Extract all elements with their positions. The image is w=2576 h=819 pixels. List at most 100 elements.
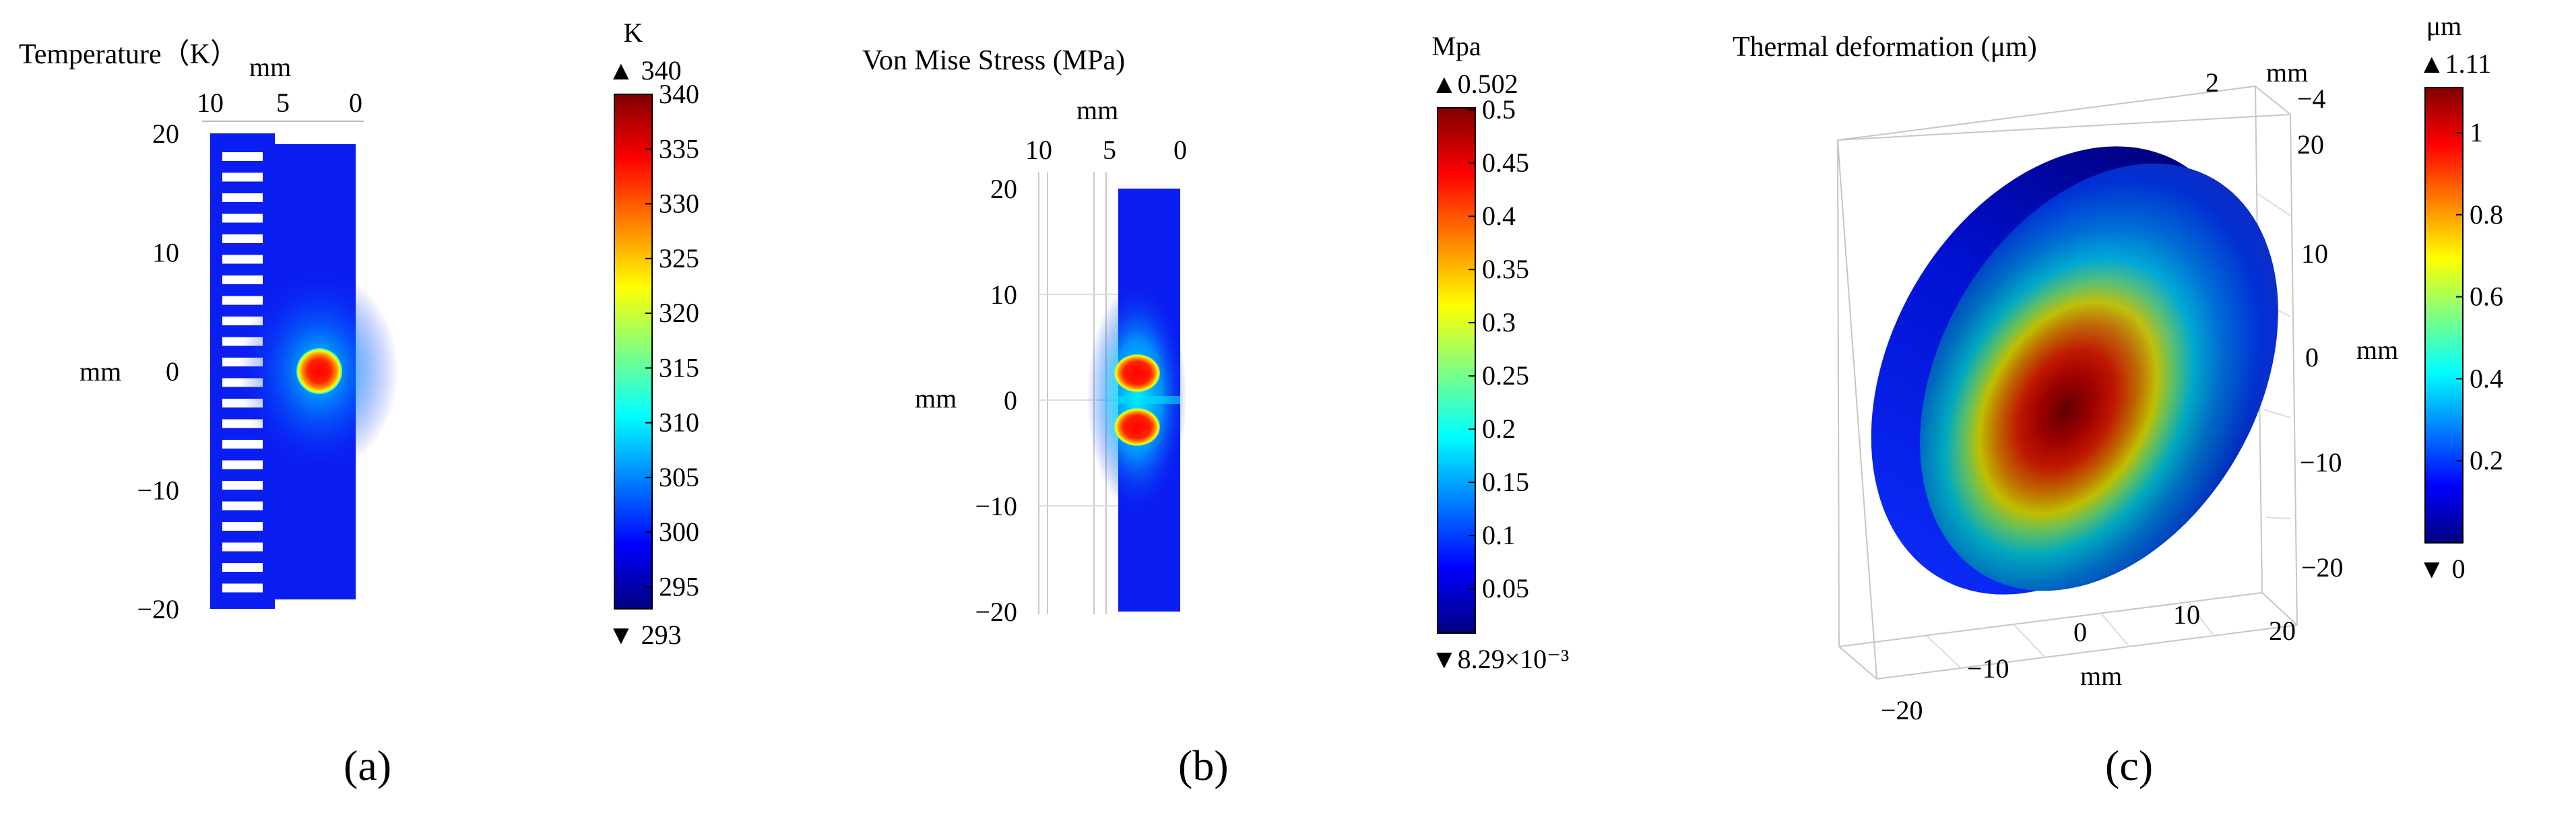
cooling-slot [222,152,263,161]
colorbar-tick-label: 300 [659,517,699,547]
chart-title: Temperature（K） [19,39,238,70]
colorbar-unit: K [624,18,643,48]
colorbar-tick-label: 1 [2470,117,2483,148]
y-tick-label: 20 [2297,129,2324,160]
colorbar-tick-label: 320 [659,298,699,328]
grid-line [2101,614,2130,647]
cooling-slot [222,481,263,490]
chart-title: Thermal deformation (μm) [1733,32,2037,63]
cooling-slot [222,172,263,182]
y-tick-label: 0 [166,356,179,387]
cooling-slot [222,275,263,284]
cooling-slot [222,460,263,469]
y-tick-label: −10 [975,491,1017,521]
colorbar-tick-label: 0.2 [2470,445,2503,476]
box-edge [1837,86,2256,141]
x-tick-label: −10 [1967,653,2009,684]
box-edge [1837,139,1840,647]
x-axis-label: mm [249,52,292,82]
disk-shading [1920,163,2278,591]
cooling-slot [222,563,263,572]
temperature-plot: 10 5 0 20 10 0 −10 −20 340 335 330 325 320 315 310 305 3… [137,18,699,650]
colorbar-min-label: ▼ 0 [2418,554,2466,584]
grid-line [2014,624,2046,658]
panel-temperature: Temperature（K） mm mm 10 5 0 20 10 0 −10 −20 340 3… [0,0,858,819]
stress-lobe-lower [1114,408,1160,446]
y-tick-label: 20 [990,174,1017,204]
cooling-slot [222,501,263,511]
cooling-slot [222,193,263,202]
y-tick-label: 20 [152,119,179,149]
colorbar-tick-label: 0.6 [2470,282,2503,312]
colorbar-max-label: ▲ 340 [608,55,682,86]
x-tick-label: 5 [276,88,290,118]
x-axis-label: mm [1076,95,1119,125]
colorbar-tick-label: 0.2 [1482,414,1516,444]
colorbar-min-label: ▼ 293 [608,620,682,650]
y-tick-label: −20 [137,594,179,624]
box-edge [2261,592,2298,626]
colorbar-unit: Mpa [1431,31,1481,61]
box-edge [1838,592,2263,647]
colorbar-tick-label: 0.3 [1482,307,1516,337]
grid-line [2265,517,2291,519]
cooling-slot [222,440,263,449]
cooling-slot [222,296,263,305]
colorbar-tick-label: 310 [659,407,699,438]
box-edge [1837,139,1877,680]
z-axis-label: mm [2266,57,2309,88]
grid-line [2257,193,2291,216]
box-edge [1838,646,1877,680]
colorbar-tick-label: 0.4 [1482,201,1516,231]
y-tick-label: 0 [2305,342,2319,372]
colorbar-tick-label: 0.15 [1482,467,1529,497]
x-tick-label: 5 [1103,135,1116,165]
x-tick-label: 20 [2269,616,2296,646]
y-tick-label: 0 [1004,385,1017,416]
colorbar-tick-label: 325 [659,243,699,273]
colorbar-tick-label: 0.8 [2470,199,2503,230]
x-tick-label: 0 [2073,617,2087,647]
panel-stress: Von Mise Stress (MPa) mm mm 10 5 0 20 10 0 −10… [858,0,1716,819]
stress-plot: 10 5 0 20 10 0 −10 −20 0.5 0.45 0.4 0.35 0.3 0.25 0.2 0… [975,31,1569,674]
stress-lobe-upper [1114,354,1160,392]
z-tick-label: 2 [2205,67,2219,98]
box-edge [1876,624,2298,680]
hotspot [296,348,342,394]
colorbar-gradient [614,94,653,610]
y-tick-label: −10 [137,476,179,506]
y-axis-label: mm [915,383,957,414]
colorbar-gradient [1437,107,1476,634]
colorbar-tick-label: 0.45 [1482,148,1529,178]
subfigure-label: (b) [1178,742,1229,789]
colorbar-tick-label: 0.5 [1482,94,1516,125]
colorbar-tick-label: 340 [659,79,699,109]
colorbar-tick-label: 335 [659,133,699,164]
y-tick-label: −20 [2301,552,2344,583]
x-tick-label: 10 [2173,599,2200,630]
cooling-slot [222,255,263,264]
colorbar-tick-label: 315 [659,352,699,383]
colorbar-tick-label: 0.05 [1482,573,1529,603]
y-tick-label: 10 [2301,238,2328,269]
colorbar-tick-label: 0.25 [1482,360,1529,391]
chart-title: Von Mise Stress (MPa) [862,45,1126,76]
colorbar-gradient [2424,87,2464,544]
cooling-slot [222,583,263,593]
y-axis-label: mm [79,356,122,387]
y-tick-label: 10 [152,238,179,268]
y-tick-label: −10 [2300,447,2342,478]
box-edge [1837,114,2291,141]
panel-deformation: Thermal deformation (μm) mm mm mm 2 −4 20 1… [1716,0,2575,819]
cooling-slot [222,542,263,552]
grid-line [1926,635,1962,669]
stress-band [1118,396,1180,404]
colorbar-tick-label: 0.4 [2470,363,2503,393]
y-tick-label: −20 [975,597,1017,627]
colorbar-tick-label: 0.1 [1482,520,1516,550]
colorbar-tick-label: 305 [659,462,699,492]
colorbar-tick-label: 330 [659,189,699,219]
colorbar-min-label: ▼8.29×10⁻³ [1431,644,1569,674]
colorbar-tick-label: 0.35 [1482,254,1529,284]
cooling-slot [222,522,263,531]
